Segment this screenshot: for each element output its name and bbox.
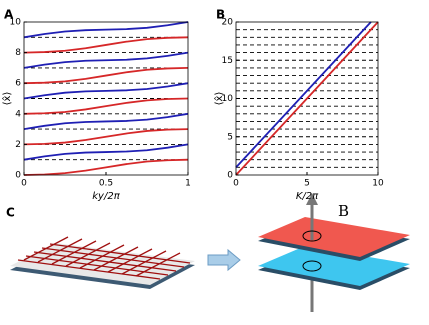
x-tick-label: 1	[185, 179, 191, 189]
series-line	[23, 67, 189, 85]
y-tick-label: 0	[15, 171, 21, 181]
y-tick-label: 20	[222, 18, 234, 28]
arrow-head	[306, 193, 318, 205]
series-line	[23, 21, 189, 39]
y-tick-label: 5	[227, 132, 233, 142]
series-line	[23, 97, 189, 115]
x-tick-label: 0	[21, 179, 27, 189]
y-tick-label: 0	[227, 171, 233, 181]
lattice	[17, 236, 191, 280]
series-line	[235, 21, 372, 168]
y-tick-label: 10	[222, 94, 234, 104]
arrow	[207, 248, 241, 272]
series-line	[23, 36, 189, 54]
orbit	[302, 230, 322, 242]
series-line	[23, 143, 189, 161]
y-tick-label: 8	[15, 48, 21, 58]
panel-c: C B	[6, 193, 410, 312]
y-tick-label: 2	[15, 140, 21, 150]
series-line	[23, 158, 189, 176]
lower-plate	[258, 246, 410, 286]
panel-label: C	[6, 206, 15, 220]
y-tick-label: 6	[15, 79, 21, 89]
y-tick-label: 4	[15, 109, 21, 119]
y-axis-label: ⟨x̂⟩	[213, 92, 225, 106]
series-line	[23, 112, 189, 130]
lattice-sheet	[10, 243, 195, 285]
y-tick-label: 10	[10, 18, 22, 28]
x-axis-label: K/2π	[296, 191, 319, 202]
field-label: B	[338, 202, 349, 220]
upper-plate	[258, 217, 410, 257]
panel-label: A	[4, 8, 14, 22]
series-line	[23, 128, 189, 146]
series-line	[235, 21, 379, 176]
x-tick-label: 0	[233, 179, 239, 189]
x-tick-label: 0.5	[99, 179, 113, 189]
x-tick-label: 10	[372, 179, 384, 189]
series-line	[23, 82, 189, 100]
y-tick-label: 15	[222, 56, 233, 66]
series-line	[23, 51, 189, 69]
y-axis-label: ⟨x̂⟩	[1, 92, 13, 106]
orbit	[302, 260, 322, 272]
panel-label: B	[216, 8, 225, 22]
x-tick-label: 5	[304, 179, 310, 189]
x-axis-label: ky/2π	[92, 191, 120, 202]
